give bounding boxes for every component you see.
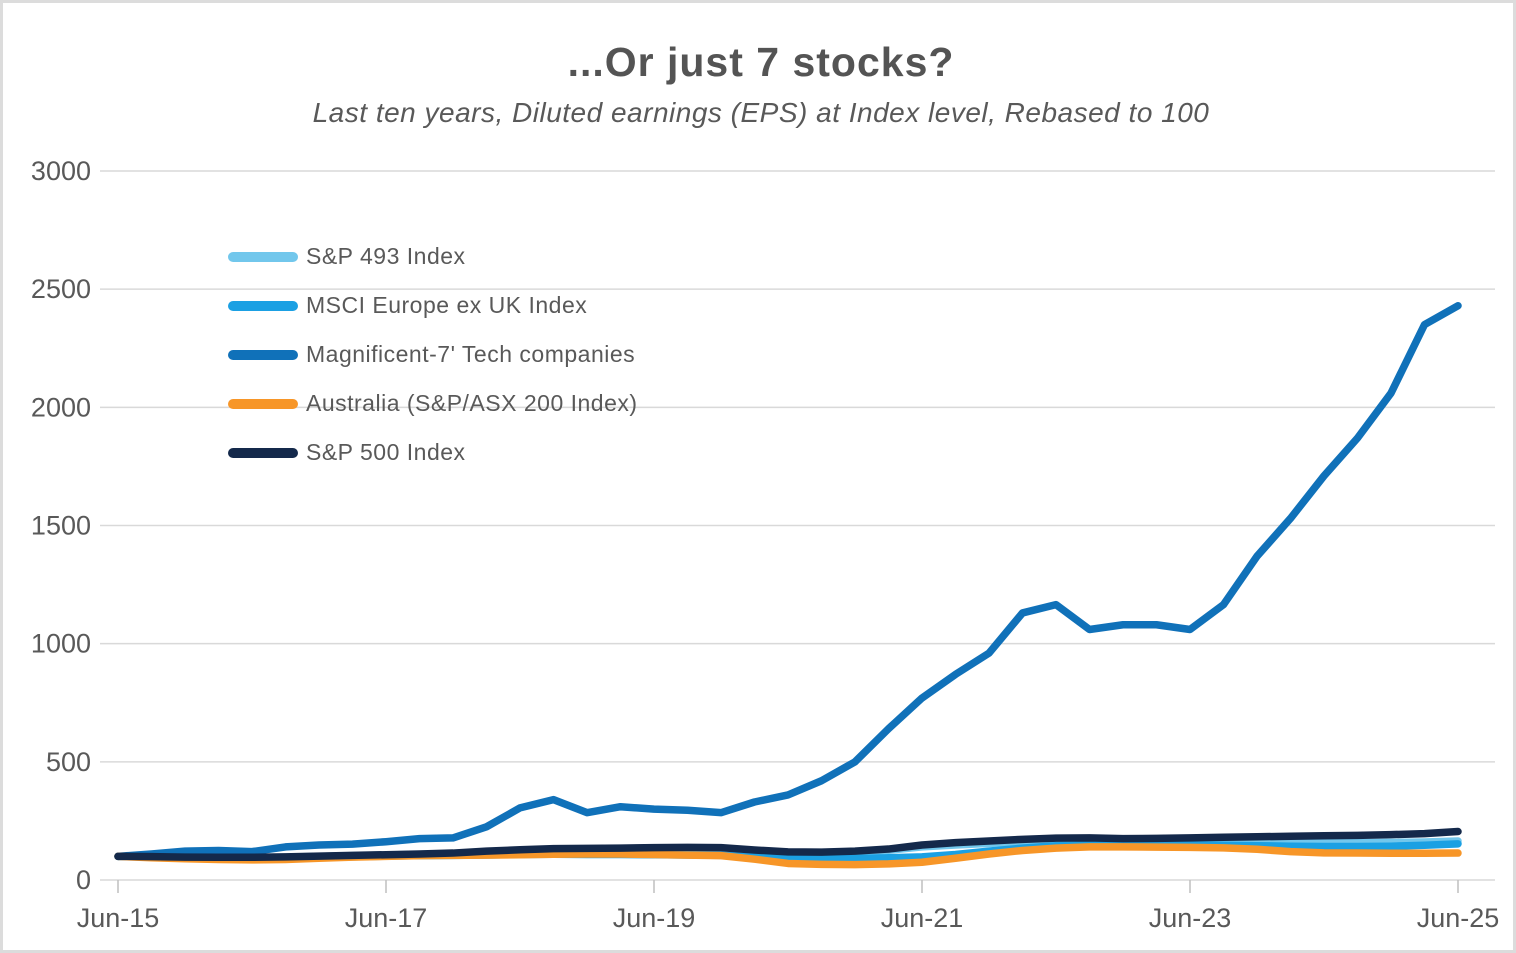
legend-item-msci-europe-ex-uk: MSCI Europe ex UK Index (228, 281, 638, 330)
y-axis-tick-label: 3000 (31, 156, 91, 186)
y-axis-tick-label: 500 (46, 747, 91, 777)
y-axis-tick-label: 2500 (31, 274, 91, 304)
legend-swatch-icon-magnificent-7 (228, 349, 298, 360)
legend: S&P 493 Index MSCI Europe ex UK Index Magn… (228, 232, 638, 477)
legend-item-sp493: S&P 493 Index (228, 232, 638, 281)
x-axis-tick-label: Jun-19 (613, 903, 696, 933)
legend-item-sp500: S&P 500 Index (228, 428, 638, 477)
y-axis-tick-label: 2000 (31, 392, 91, 422)
y-axis-tick-label: 1500 (31, 511, 91, 541)
legend-swatch-icon-australia-asx200 (228, 398, 298, 409)
x-axis-tick-label: Jun-21 (881, 903, 964, 933)
series-line-sp500 (114, 827, 1462, 862)
x-axis-tick-label: Jun-23 (1149, 903, 1232, 933)
chart-svg: 0 500 1000 1500 2000 2500 3000 Jun-15 Jun-17 Jun-… (31, 156, 1500, 933)
legend-label-australia-asx200: Australia (S&P/ASX 200 Index) (306, 390, 638, 416)
legend-item-australia-asx200: Australia (S&P/ASX 200 Index) (228, 379, 638, 428)
legend-label-magnificent-7: Magnificent-7' Tech companies (306, 341, 636, 367)
legend-swatch-icon-msci-europe-ex-uk (228, 300, 298, 311)
legend-item-magnificent-7: Magnificent-7' Tech companies (228, 330, 638, 379)
x-axis-tick-label: Jun-17 (345, 903, 428, 933)
y-axis-tick-label: 1000 (31, 629, 91, 659)
legend-label-sp493: S&P 493 Index (306, 243, 466, 269)
legend-swatch-icon-sp500 (228, 447, 298, 458)
x-axis-tick-label: Jun-25 (1417, 903, 1500, 933)
legend-swatch-icon-sp493 (228, 251, 298, 262)
y-axis-tick-label: 0 (76, 865, 91, 895)
legend-label-sp500: S&P 500 Index (306, 439, 466, 465)
x-axis-tick-label: Jun-15 (77, 903, 160, 933)
chart-title: ...Or just 7 stocks? (567, 39, 955, 85)
series-line-magnificent-7 (114, 301, 1462, 861)
chart-subtitle: Last ten years, Diluted earnings (EPS) a… (312, 97, 1210, 128)
legend-label-msci-europe-ex-uk: MSCI Europe ex UK Index (306, 292, 588, 318)
